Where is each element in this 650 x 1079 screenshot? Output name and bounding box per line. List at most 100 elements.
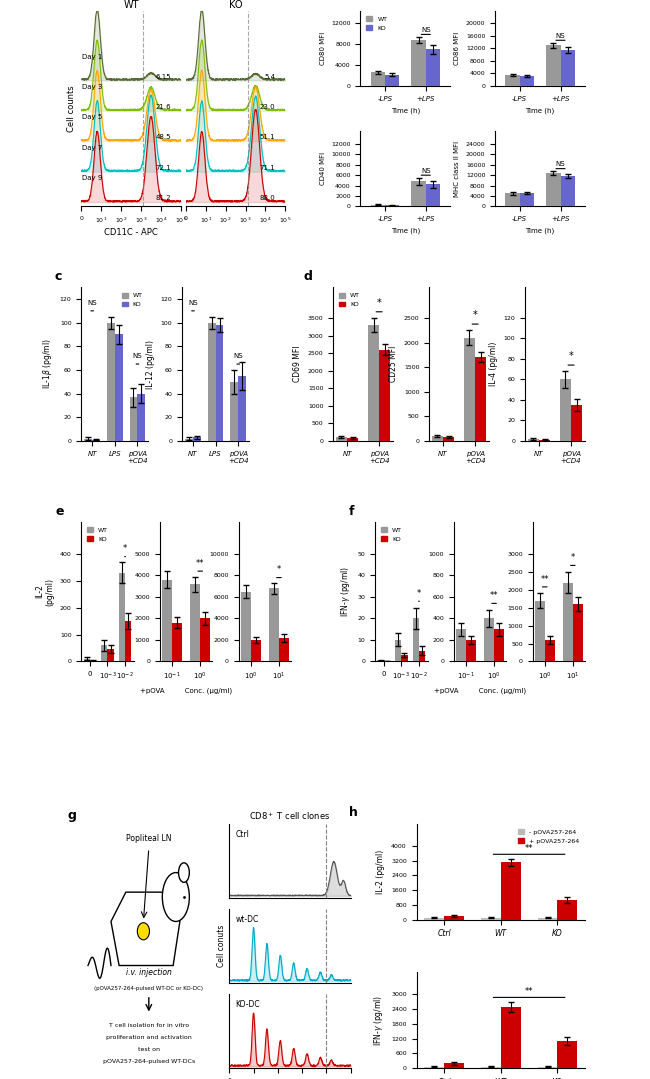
X-axis label: +pOVA         Conc. (μg/ml): +pOVA Conc. (μg/ml)	[140, 688, 232, 695]
Y-axis label: IL-2
(pg/ml): IL-2 (pg/ml)	[35, 577, 54, 605]
Y-axis label: MHC class II MFI: MHC class II MFI	[454, 140, 460, 196]
Bar	[506, 193, 519, 206]
Bar	[558, 900, 577, 919]
Text: wt-DC: wt-DC	[235, 915, 259, 925]
Y-axis label: Cell counts: Cell counts	[67, 85, 75, 132]
Text: Ctrl: Ctrl	[235, 830, 249, 839]
X-axis label: Time (h): Time (h)	[391, 107, 420, 113]
Legend: WT, KO: WT, KO	[84, 524, 110, 544]
Text: f: f	[349, 505, 354, 518]
Bar	[207, 323, 216, 441]
Bar	[528, 439, 539, 441]
Y-axis label: CD25 MFI: CD25 MFI	[389, 346, 398, 382]
Bar	[238, 375, 246, 441]
Bar	[395, 640, 401, 661]
Bar	[571, 405, 582, 441]
Legend: - pOVA257-264, + pOVA257-264: - pOVA257-264, + pOVA257-264	[515, 827, 582, 846]
Bar	[560, 50, 575, 86]
Text: NS: NS	[421, 27, 430, 32]
Polygon shape	[111, 892, 180, 966]
Bar	[84, 438, 92, 441]
Bar	[251, 640, 261, 661]
Text: KO-DC: KO-DC	[235, 1000, 260, 1010]
Bar	[484, 618, 494, 661]
Text: 81.2: 81.2	[155, 195, 171, 202]
Text: Day 1: Day 1	[83, 54, 103, 59]
Bar	[558, 1041, 577, 1068]
Bar	[368, 325, 379, 441]
Title: KO: KO	[229, 0, 242, 10]
Text: *: *	[473, 310, 478, 320]
Bar	[456, 629, 466, 661]
Text: *: *	[571, 554, 575, 562]
Y-axis label: IL-1$\beta$ (pg/ml): IL-1$\beta$ (pg/ml)	[41, 339, 54, 390]
Bar	[538, 1067, 558, 1068]
Bar	[426, 50, 440, 86]
Text: b: b	[315, 0, 324, 2]
Legend: WT, KO: WT, KO	[119, 290, 146, 310]
Y-axis label: CD80 MFI: CD80 MFI	[320, 31, 326, 65]
Y-axis label: IL-4 (pg/ml): IL-4 (pg/ml)	[489, 342, 498, 386]
Bar	[84, 659, 90, 661]
Bar	[230, 382, 238, 441]
Text: pOVA257-264-pulsed WT-DCs: pOVA257-264-pulsed WT-DCs	[103, 1060, 195, 1064]
Bar	[494, 629, 504, 661]
Legend: WT, KO: WT, KO	[378, 524, 404, 544]
Ellipse shape	[137, 923, 150, 940]
Bar	[443, 437, 454, 441]
Bar	[119, 573, 125, 661]
Text: proliferation and activation: proliferation and activation	[106, 1035, 192, 1040]
Bar	[424, 1067, 444, 1068]
Bar	[506, 76, 519, 86]
Y-axis label: IL-2 (pg/ml): IL-2 (pg/ml)	[376, 849, 385, 893]
Bar	[216, 325, 224, 441]
Y-axis label: IFN-$\gamma$ (pg/ml): IFN-$\gamma$ (pg/ml)	[339, 566, 352, 617]
Bar	[115, 334, 123, 441]
Text: h: h	[349, 806, 358, 819]
Text: NS: NS	[556, 32, 566, 39]
Bar	[269, 588, 279, 661]
Text: NS: NS	[87, 300, 97, 306]
Text: 72.1: 72.1	[155, 165, 171, 170]
Text: NS: NS	[188, 300, 198, 306]
Text: **: **	[541, 574, 549, 584]
Text: 51.1: 51.1	[260, 135, 276, 140]
Bar	[92, 440, 100, 441]
Bar	[424, 918, 444, 919]
Bar	[411, 181, 426, 206]
X-axis label: Time (h): Time (h)	[525, 107, 554, 113]
Bar	[500, 862, 521, 919]
Bar	[129, 397, 137, 441]
Circle shape	[179, 863, 189, 883]
Text: NS: NS	[233, 353, 243, 359]
Bar	[193, 437, 201, 441]
Text: Day 5: Day 5	[83, 114, 103, 121]
Legend: WT, KO: WT, KO	[363, 14, 390, 33]
Legend: WT, KO: WT, KO	[336, 290, 363, 310]
Text: 71.1: 71.1	[260, 165, 276, 170]
Text: c: c	[55, 270, 62, 283]
Bar	[279, 638, 289, 661]
Y-axis label: CD69 MFI: CD69 MFI	[293, 345, 302, 382]
Text: Popliteal LN: Popliteal LN	[126, 834, 172, 843]
Bar	[413, 618, 419, 661]
Y-axis label: CD86 MFI: CD86 MFI	[454, 31, 460, 65]
Text: 48.5: 48.5	[155, 135, 171, 140]
Text: CD11C - APC: CD11C - APC	[104, 228, 158, 237]
Bar	[432, 436, 443, 441]
Text: Day 9: Day 9	[83, 176, 103, 181]
Text: *: *	[123, 544, 127, 554]
Y-axis label: Cell conuts: Cell conuts	[218, 925, 226, 967]
Bar	[370, 205, 385, 206]
Bar	[162, 579, 172, 661]
Bar	[125, 622, 131, 661]
Bar	[419, 651, 425, 661]
Bar	[560, 380, 571, 441]
X-axis label: +pOVA         Conc. (μg/ml): +pOVA Conc. (μg/ml)	[434, 688, 526, 695]
Bar	[545, 640, 554, 661]
Bar	[370, 72, 385, 86]
Text: 88.0: 88.0	[260, 195, 276, 202]
Bar	[560, 176, 575, 206]
Bar	[379, 350, 391, 441]
Bar	[466, 640, 476, 661]
